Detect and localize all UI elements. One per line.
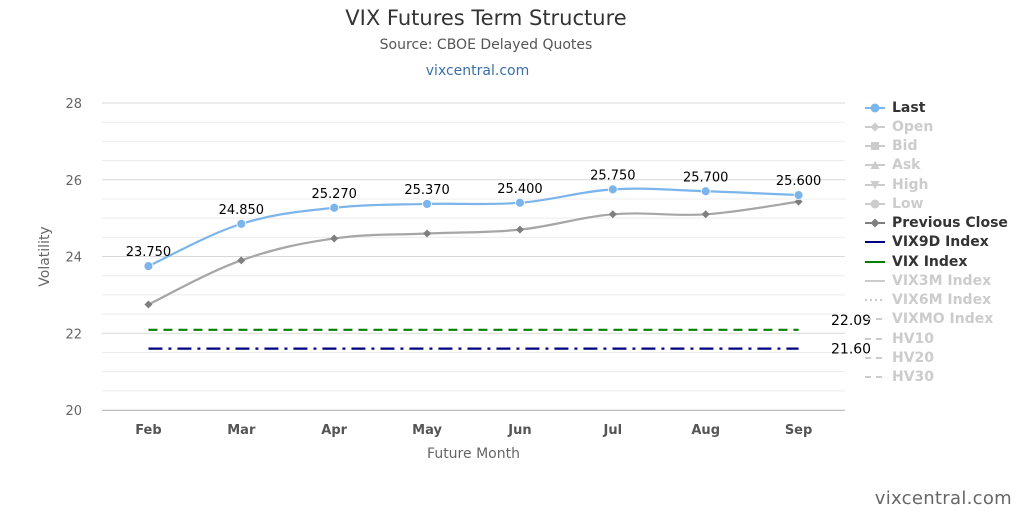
last-point-marker xyxy=(515,197,525,208)
last-point-marker xyxy=(793,190,804,201)
legend-item-high[interactable]: High xyxy=(864,175,1022,194)
last-point-marker xyxy=(143,261,154,271)
legend-item-open[interactable]: Open xyxy=(864,117,1022,136)
y-tick-label: 20 xyxy=(65,404,82,419)
previous-close-marker xyxy=(515,225,524,234)
legend-item-vix3m-index[interactable]: VIX3M Index xyxy=(864,271,1022,290)
legend-label: Low xyxy=(892,195,924,212)
credit-link[interactable]: vixcentral.com xyxy=(874,488,1012,509)
y-tick-label: 24 xyxy=(65,251,82,266)
legend-symbol-icon xyxy=(865,376,885,379)
x-tick-label: Aug xyxy=(691,423,720,438)
legend-item-ask[interactable]: Ask xyxy=(864,156,1022,175)
previous-close-marker xyxy=(701,210,710,219)
legend-item-hv20[interactable]: HV20 xyxy=(864,348,1022,367)
legend-symbol-icon xyxy=(865,299,885,302)
legend-symbol-icon xyxy=(865,356,885,359)
last-point-marker xyxy=(329,202,340,213)
legend-label: VIX9D Index xyxy=(892,234,989,251)
legend-label: Open xyxy=(892,118,934,135)
data-label: 25.600 xyxy=(776,174,822,189)
data-label: 25.370 xyxy=(404,183,450,198)
x-axis-title: Future Month xyxy=(427,446,520,462)
legend-item-last[interactable]: Last xyxy=(864,98,1022,117)
legend-symbol-icon xyxy=(865,180,885,190)
data-label: 24.850 xyxy=(219,203,265,218)
series-markers xyxy=(143,184,804,309)
x-tick-label: Apr xyxy=(321,423,347,438)
legend-label: HV30 xyxy=(892,369,935,386)
legend-label: Last xyxy=(892,99,926,116)
reference-line-label: 21.60 xyxy=(831,342,871,358)
previous-close-marker xyxy=(144,300,153,309)
legend-label: VIX6M Index xyxy=(892,292,992,309)
legend-label: VIXMO Index xyxy=(892,311,994,328)
legend-item-vix-index[interactable]: VIX Index xyxy=(864,252,1022,271)
legend-symbol-icon xyxy=(865,142,885,151)
legend-symbol-icon xyxy=(865,337,885,340)
legend-label: High xyxy=(892,176,929,193)
legend-label: HV10 xyxy=(892,330,935,347)
data-label: 25.400 xyxy=(497,182,543,197)
y-tick-label: 22 xyxy=(65,327,82,342)
x-tick-label: Jul xyxy=(603,423,623,438)
last-point-marker xyxy=(607,184,618,195)
legend-symbol-icon xyxy=(865,122,885,132)
previous-close-marker xyxy=(608,210,617,219)
data-label: 25.750 xyxy=(590,168,636,183)
site-link[interactable]: vixcentral.com xyxy=(425,63,530,79)
x-tick-label: Feb xyxy=(135,423,161,438)
x-tick-label: May xyxy=(412,423,442,438)
legend-item-hv30[interactable]: HV30 xyxy=(864,368,1022,387)
axes: 20 22 24 26 28 Feb Mar Apr May Jun Jul Aug Sep Future… xyxy=(37,97,845,462)
legend-item-hv10[interactable]: HV10 xyxy=(864,329,1022,348)
data-label: 23.750 xyxy=(126,245,172,260)
legend-symbol-icon xyxy=(865,279,885,282)
legend-symbol-icon xyxy=(865,103,885,113)
legend-label: Bid xyxy=(892,138,918,155)
legend-symbol-icon xyxy=(865,318,885,321)
legend-item-bid[interactable]: Bid xyxy=(864,137,1022,156)
last-point-marker xyxy=(700,186,711,197)
legend-symbol-icon xyxy=(865,160,885,170)
legend-label: Previous Close xyxy=(892,215,1008,232)
legend: Last Open Bid Ask High Low Previous Close VIX9D… xyxy=(864,98,1022,387)
series-line xyxy=(147,187,799,268)
legend-label: VIX3M Index xyxy=(892,272,992,289)
reference-lines: 22.09 21.60 xyxy=(148,313,871,358)
reference-line-label: 22.09 xyxy=(831,313,871,329)
x-tick-label: Jun xyxy=(507,423,531,438)
legend-symbol-icon xyxy=(865,218,885,228)
data-label: 25.270 xyxy=(311,187,357,202)
previous-close-marker xyxy=(423,229,432,238)
previous-close-marker xyxy=(330,234,339,243)
last-point-marker xyxy=(236,218,247,229)
previous-close-marker xyxy=(237,256,246,265)
data-label: 25.700 xyxy=(683,170,729,185)
legend-item-vix6m-index[interactable]: VIX6M Index xyxy=(864,291,1022,310)
x-tick-label: Sep xyxy=(785,423,813,438)
x-tick-label: Mar xyxy=(227,423,256,438)
legend-symbol-icon xyxy=(865,260,885,263)
legend-item-previous-close[interactable]: Previous Close xyxy=(864,214,1022,233)
y-axis-title: Volatility xyxy=(37,226,53,286)
legend-label: Ask xyxy=(892,157,921,174)
data-labels: 23.750 24.850 25.270 25.370 25.400 25.750 25.7… xyxy=(126,168,822,260)
legend-symbol-icon xyxy=(865,199,885,209)
legend-label: VIX Index xyxy=(892,253,968,270)
y-tick-label: 28 xyxy=(65,97,82,112)
legend-symbol-icon xyxy=(865,241,885,244)
legend-label: HV20 xyxy=(892,349,935,366)
legend-item-vix9d-index[interactable]: VIX9D Index xyxy=(864,233,1022,252)
y-tick-label: 26 xyxy=(65,174,82,189)
legend-item-low[interactable]: Low xyxy=(864,194,1022,213)
chart-title: VIX Futures Term Structure xyxy=(345,6,627,30)
last-point-marker xyxy=(422,199,432,209)
previous-close-marker xyxy=(794,197,803,206)
legend-item-vixmo-index[interactable]: VIXMO Index xyxy=(864,310,1022,329)
gridlines xyxy=(102,102,845,411)
chart-subtitle: Source: CBOE Delayed Quotes xyxy=(379,37,593,53)
